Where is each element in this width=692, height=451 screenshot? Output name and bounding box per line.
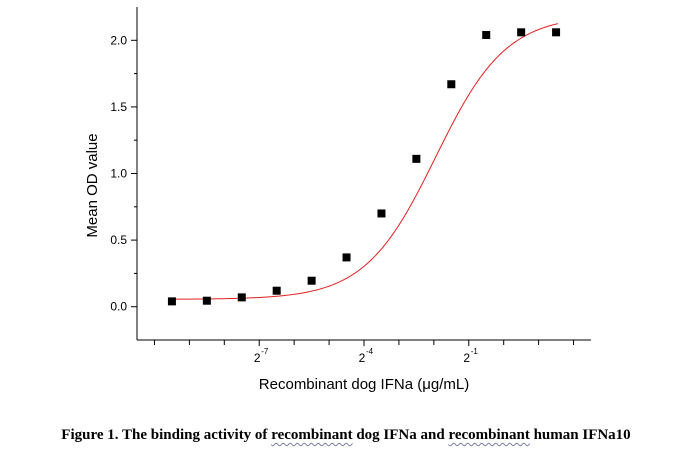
tick-layer: 0.00.51.01.52.02 -7 2 -4 2 -1 — [110, 33, 575, 365]
y-tick-label: 2.0 — [110, 33, 127, 47]
data-point — [307, 276, 316, 285]
x-tick-exponent: -7 — [261, 347, 269, 356]
data-point — [202, 296, 211, 305]
data-point — [412, 154, 421, 163]
fit-curve-line — [170, 23, 558, 300]
y-tick-label: 0.5 — [110, 233, 127, 247]
x-tick-label: 2 — [359, 351, 366, 365]
y-tick-label: 0.0 — [110, 300, 127, 314]
x-tick-exponent: -4 — [366, 347, 374, 356]
data-point — [237, 293, 246, 302]
x-axis-label: Recombinant dog IFNa (μg/mL) — [259, 376, 469, 393]
data-points — [167, 28, 561, 306]
data-point — [517, 28, 526, 37]
caption-suffix: human IFNa10 — [529, 427, 631, 443]
data-point — [552, 28, 561, 37]
data-point — [447, 80, 456, 89]
y-axis-label: Mean OD value — [84, 133, 101, 237]
data-point — [377, 209, 386, 218]
caption-prefix: Figure 1. The binding activity of — [61, 427, 272, 443]
x-tick-exponent: -1 — [471, 347, 479, 356]
y-tick-label: 1.0 — [110, 167, 127, 181]
caption-term-1: recombinant — [271, 427, 353, 443]
y-tick-label: 1.5 — [110, 100, 127, 114]
x-tick-label: 2 — [254, 351, 261, 365]
caption-mid: dog IFNa and — [352, 427, 449, 443]
data-point — [272, 286, 281, 295]
x-tick-label: 2 — [463, 351, 470, 365]
data-point — [167, 297, 176, 306]
figure-caption: Figure 1. The binding activity of recomb… — [0, 427, 692, 444]
data-point — [482, 30, 491, 39]
data-point — [342, 253, 351, 262]
caption-term-2: recombinant — [448, 427, 530, 443]
